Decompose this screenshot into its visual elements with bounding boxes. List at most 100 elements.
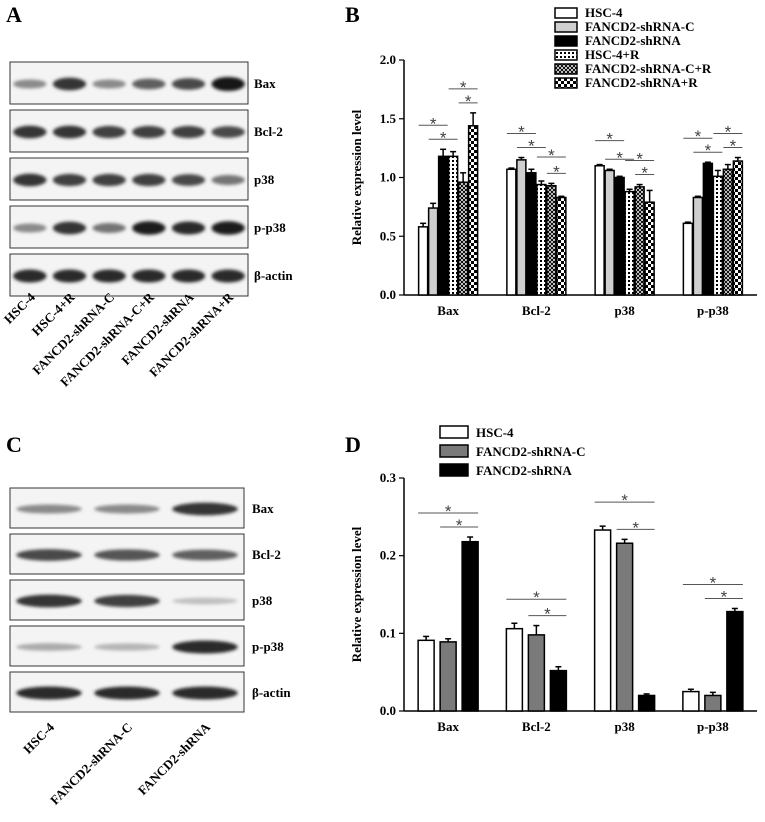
blot-band-actin-fancd2-shrna-c (92, 269, 126, 283)
significance-star: * (460, 78, 467, 97)
panel-label-a: A (6, 2, 22, 27)
x-tick-label-bax: Bax (437, 719, 459, 734)
legend-label-fancd2-shrna: FANCD2-shRNA (585, 33, 681, 48)
bar-bcl-2-fancd2-shrna-r (556, 196, 567, 296)
significance-star: * (636, 150, 643, 169)
y-tick-label: 0.3 (380, 470, 397, 485)
blot-strip-p-p38 (9, 205, 249, 249)
bar-bax-hsc-4 (417, 226, 429, 296)
legend-label-hsc-4: HSC-4 (476, 425, 514, 440)
significance-star: * (430, 114, 437, 133)
blot-band-actin-fancd2-shrna-r (211, 269, 245, 283)
western-blot-panel-a: BaxBcl-2p38p-p38β-actinHSC-4HSC-4+RFANCD… (1, 61, 293, 389)
y-tick-label: 0.2 (380, 548, 396, 563)
band-label-actin: β-actin (252, 685, 291, 700)
band-label-bcl-2: Bcl-2 (254, 124, 283, 139)
blot-band-actin-hsc-4 (13, 269, 47, 283)
blot-band-actin-fancd2-shrna (172, 686, 238, 700)
bar-p38-fancd2-shrna-c (615, 542, 634, 712)
legend-label-hsc-4: HSC-4 (585, 5, 623, 20)
bar-p38-hsc-4 (593, 529, 612, 712)
y-tick-label: 1.0 (380, 170, 396, 185)
legend-swatch-fancd2-shrna-r (554, 77, 578, 89)
significance-star: * (465, 92, 472, 111)
blot-strip-actin (9, 253, 249, 297)
y-tick-label: 0.5 (380, 228, 397, 243)
significance-star: * (695, 127, 702, 146)
western-blot-panel-c: BaxBcl-2p38p-p38β-actinHSC-4FANCD2-shRNA… (9, 487, 291, 808)
bar-p38-fancd2-shrna-c-r (634, 186, 645, 296)
bar-bcl-2-fancd2-shrna (526, 172, 537, 296)
y-tick-label: 1.5 (380, 111, 397, 126)
legend-label-hsc-4-r: HSC-4+R (585, 47, 640, 62)
blot-band-bcl-2-fancd2-shrna (171, 125, 206, 139)
band-label-bax: Bax (254, 76, 276, 91)
x-tick-label-bcl-2: Bcl-2 (522, 303, 551, 318)
x-tick-label-p38: p38 (615, 303, 636, 318)
blot-strip-bcl-2 (9, 109, 249, 153)
bar-p-p38-fancd2-shrna-r (732, 160, 744, 296)
significance-star: * (440, 128, 447, 147)
band-label-bax: Bax (252, 501, 274, 516)
legend-label-fancd2-shrna-c: FANCD2-shRNA-C (585, 19, 695, 34)
y-axis-title: Relative expression level (349, 526, 364, 662)
panel-label-b: B (345, 2, 360, 27)
bar-bax-fancd2-shrna-r (467, 125, 479, 296)
bar-bax-fancd2-shrna-c (439, 641, 457, 712)
significance-star: * (616, 148, 623, 167)
band-label-p38: p38 (252, 593, 273, 608)
blot-band-p38-hsc-4-r (52, 173, 87, 187)
significance-star: * (456, 516, 463, 535)
blot-band-bcl-2-fancd2-shrna-c (92, 125, 126, 139)
blot-band-bax-fancd2-shrna (171, 78, 206, 90)
blot-band-p38-fancd2-shrna-r (211, 175, 245, 185)
blot-band-actin-fancd2-shrna (171, 269, 206, 283)
bar-chart-panel-b: 0.0 0.5 1.0 1.5 2.0 Relative expression level… (349, 5, 757, 318)
blot-band-p38-fancd2-shrna (171, 174, 206, 186)
bar-bcl-2-fancd2-shrna-c (516, 159, 527, 296)
blot-band-bcl-2-fancd2-shrna-r (211, 126, 245, 138)
blot-band-bax-fancd2-shrna-r (211, 77, 245, 91)
lane-label-fancd2-shrna-c: FANCD2-shRNA-C (47, 720, 135, 808)
blot-band-p38-fancd2-shrna-c (94, 594, 160, 608)
bar-p38-fancd2-shrna (637, 694, 656, 712)
y-tick-label: 0.0 (380, 703, 396, 718)
bar-p-p38-hsc-4 (682, 690, 700, 712)
significance-star: * (721, 587, 728, 606)
blot-band-p-p38-fancd2-shrna (171, 221, 206, 235)
blot-band-p-p38-hsc-4-r (52, 221, 87, 235)
panel-label-d: D (345, 432, 361, 457)
legend-swatch-hsc-4 (439, 425, 469, 439)
blot-band-bax-fancd2-shrna-c (94, 504, 160, 514)
bar-p-p38-fancd2-shrna-c (704, 694, 722, 712)
legend-swatch-fancd2-shrna-c (554, 21, 578, 33)
bar-bax-hsc-4-r (447, 155, 459, 296)
legend-label-fancd2-shrna-c-r: FANCD2-shRNA-C+R (585, 61, 712, 76)
blot-band-p38-hsc-4 (13, 173, 47, 187)
bar-p-p38-fancd2-shrna (702, 162, 714, 296)
bar-bcl-2-hsc-4 (505, 627, 524, 712)
lane-label-fancd2-shrna: FANCD2-shRNA (135, 719, 214, 798)
blot-band-bcl-2-fancd2-shrna-c (94, 549, 160, 561)
legend-label-fancd2-shrna: FANCD2-shRNA (476, 463, 572, 478)
blot-band-p-p38-fancd2-shrna-c (92, 223, 126, 233)
blot-band-actin-hsc-4 (16, 686, 82, 700)
bar-p38-fancd2-shrna (614, 176, 625, 296)
significance-star: * (621, 491, 628, 510)
x-tick-label-bcl-2: Bcl-2 (522, 719, 551, 734)
significance-star: * (632, 518, 639, 537)
blot-band-bax-fancd2-shrna-c-r (132, 78, 166, 90)
bar-bcl-2-fancd2-shrna-c-r (546, 184, 557, 296)
bar-bax-hsc-4 (417, 639, 435, 712)
blot-band-actin-fancd2-shrna-c-r (132, 269, 166, 283)
bar-p-p38-fancd2-shrna-c (692, 196, 704, 296)
lane-label-fancd2-shrna: FANCD2-shRNA (118, 289, 197, 368)
blot-band-bcl-2-fancd2-shrna-c-r (132, 125, 166, 139)
bar-bcl-2-fancd2-shrna (549, 669, 568, 712)
legend-label-fancd2-shrna-r: FANCD2-shRNA+R (585, 75, 698, 90)
bar-bax-fancd2-shrna-c-r (457, 181, 469, 296)
significance-star: * (445, 502, 452, 521)
bar-p38-fancd2-shrna-c (604, 169, 615, 296)
bar-p38-hsc-4-r (624, 190, 635, 296)
